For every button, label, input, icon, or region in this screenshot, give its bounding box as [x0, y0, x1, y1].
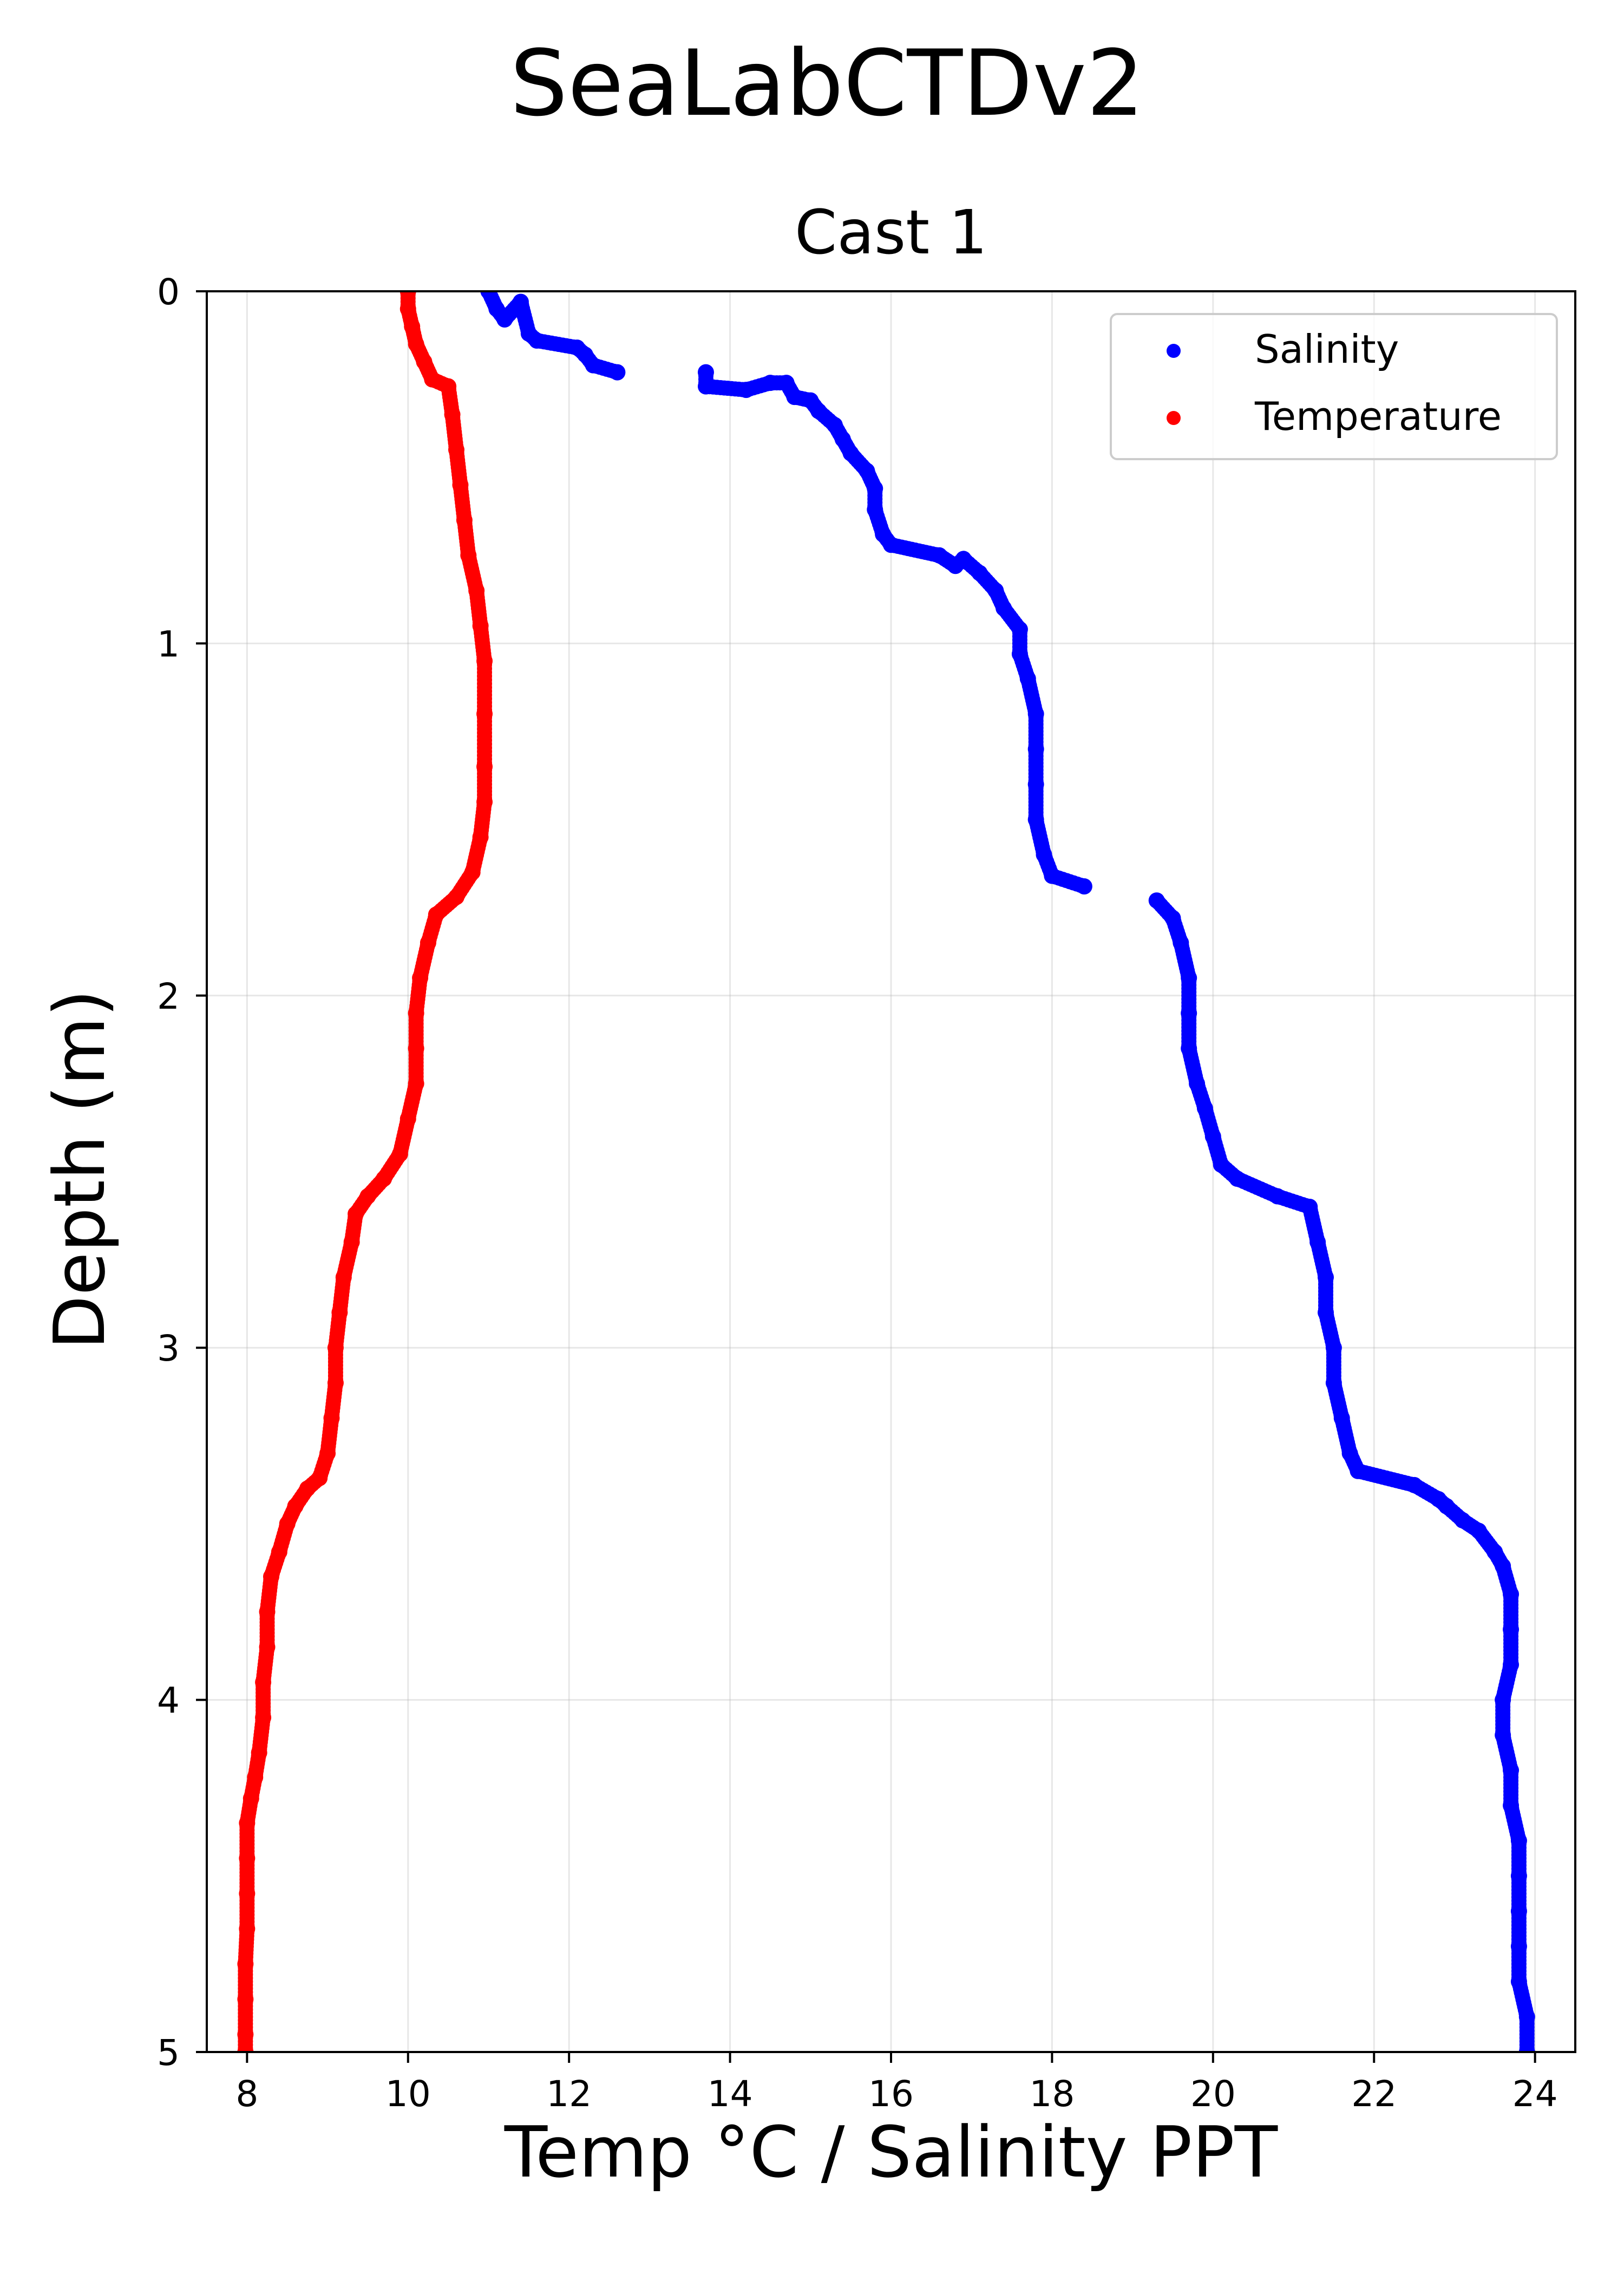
x-tick-label: 8 — [235, 2073, 258, 2115]
plot-data — [237, 291, 1535, 2052]
axes-subtitle: Cast 1 — [795, 198, 987, 268]
series-salinity — [480, 291, 1535, 2052]
legend-box — [1110, 313, 1558, 460]
x-tick-label: 24 — [1512, 2073, 1558, 2115]
y-tick-label: 2 — [157, 976, 180, 1017]
x-tick-label: 16 — [868, 2073, 914, 2115]
x-axis-label: Temp °C / Salinity PPT — [504, 2111, 1278, 2193]
x-tick-label: 18 — [1029, 2073, 1075, 2115]
legend-label-temperature: Temperature — [1254, 394, 1502, 439]
y-tick-label: 4 — [157, 1680, 180, 1722]
legend-marker-salinity — [1167, 344, 1181, 358]
y-axis-label: Depth (m) — [38, 989, 121, 1349]
y-tick-label: 3 — [157, 1328, 180, 1369]
plot-series-group — [237, 291, 1535, 2052]
y-tick-label: 5 — [157, 2032, 180, 2074]
y-tick-label: 0 — [157, 271, 180, 313]
legend: Salinity Temperature — [1110, 313, 1558, 460]
salinity-point — [609, 364, 626, 381]
figure-title: SeaLabCTDv2 — [510, 30, 1144, 136]
temperature-point — [237, 2044, 254, 2052]
salinity-point — [1076, 878, 1092, 895]
x-tick-label: 10 — [385, 2073, 431, 2115]
x-tick-label: 12 — [546, 2073, 592, 2115]
series-temperature — [237, 291, 493, 2052]
x-tick-label: 20 — [1190, 2073, 1236, 2115]
legend-label-salinity: Salinity — [1255, 326, 1399, 372]
salinity-point — [1518, 2044, 1535, 2052]
y-tick-label: 1 — [157, 623, 180, 665]
legend-marker-temperature — [1167, 411, 1181, 425]
x-tick-label: 22 — [1351, 2073, 1397, 2115]
x-tick-label: 14 — [708, 2073, 753, 2115]
